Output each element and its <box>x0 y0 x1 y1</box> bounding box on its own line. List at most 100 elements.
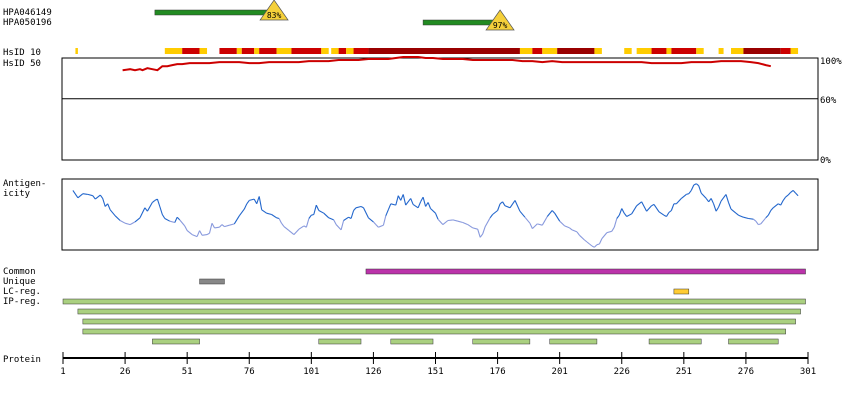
antigenicity-segment <box>477 229 481 238</box>
antigenicity-segment <box>179 219 186 227</box>
hsid10-segment <box>219 48 237 54</box>
antigenicity-segment <box>738 214 744 218</box>
antigenicity-segment <box>412 203 419 209</box>
antigenicity-segment <box>551 210 556 214</box>
x-tick-label: 301 <box>800 367 816 377</box>
unique-bar <box>199 278 225 285</box>
antigenicity-segment <box>772 203 779 209</box>
ip-region-bar <box>549 338 598 345</box>
antigenicity-segment <box>489 214 494 219</box>
hsid10-segment <box>542 48 558 54</box>
antigenicity-segment <box>156 198 161 207</box>
antigenicity-segment <box>164 218 171 222</box>
ip-region-bar <box>82 318 796 325</box>
antigenicity-segment <box>586 241 590 245</box>
antigenicity-segment <box>368 217 374 223</box>
antigenicity-segment <box>308 214 312 219</box>
x-tick-label: 1 <box>60 367 65 377</box>
hsid10-segment <box>696 48 704 54</box>
antigenicity-segment <box>755 220 759 225</box>
antigenicity-segment <box>780 200 784 206</box>
antigenicity-segment <box>313 204 317 215</box>
antigenicity-segment <box>735 212 739 216</box>
antigenicity-segment <box>161 214 166 219</box>
antigenicity-segment <box>152 199 156 203</box>
identity-triangle <box>485 9 515 31</box>
antigenicity-segment <box>169 220 175 224</box>
x-tick-label: 176 <box>489 367 505 377</box>
antibody-label: HPA046149 <box>3 8 52 18</box>
hsid-label: HsID 10 <box>3 48 41 58</box>
antigenicity-segment <box>124 222 131 226</box>
antigenicity-segment <box>233 215 240 225</box>
identity-triangle <box>259 0 289 21</box>
antigenicity-segment <box>129 221 136 226</box>
y-axis-label: 100% <box>820 57 842 67</box>
hsid10-segment <box>368 48 520 54</box>
antigenicity-segment <box>509 200 516 209</box>
antigenicity-segment <box>311 213 314 216</box>
antigenicity-segment <box>430 208 436 214</box>
antigenicity-segment <box>315 204 320 211</box>
antigenicity-segment <box>249 198 255 201</box>
antigenicity-segment <box>293 228 300 235</box>
antigenicity-segment <box>601 232 608 239</box>
antigenicity-segment <box>743 216 749 220</box>
hsid10-segment <box>164 48 183 54</box>
antigenicity-segment <box>353 207 357 211</box>
x-tick-label: 101 <box>303 367 319 377</box>
antigenicity-segment <box>422 196 427 207</box>
antigenicity-segment <box>104 203 109 207</box>
antigenicity-segment <box>278 218 282 224</box>
antigenicity-segment <box>541 216 548 226</box>
antigenicity-segment <box>790 189 794 193</box>
ip-region-bar <box>152 338 200 345</box>
antigenicity-segment <box>715 206 720 212</box>
antigenicity-segment <box>305 218 310 228</box>
antibody-bar <box>154 9 275 16</box>
hsid10-segment <box>718 48 724 54</box>
antigenicity-segment <box>457 220 463 224</box>
hsid10-segment <box>594 48 602 54</box>
ip-region-bar <box>390 338 434 345</box>
antigenicity-segment <box>598 238 603 245</box>
antigenicity-segment <box>109 209 116 217</box>
hsid10-segment <box>331 48 339 54</box>
antigenicity-segment <box>318 210 325 214</box>
antigenicity-segment <box>472 227 478 230</box>
antigenicity-segment <box>191 234 198 238</box>
antigenicity-segment <box>214 226 220 229</box>
antigenicity-segment <box>92 195 96 200</box>
antigenicity-segment <box>666 212 670 217</box>
antigenicity-segment <box>417 201 422 209</box>
hsid10-segment <box>519 48 533 54</box>
antigenicity-segment <box>246 200 250 205</box>
antigenicity-segment <box>372 221 377 225</box>
antigenicity-segment <box>646 205 652 212</box>
antigenicity-segment <box>99 194 104 199</box>
antigenicity-segment <box>591 245 595 248</box>
antigenicity-segment <box>82 193 88 195</box>
antigenicity-segment <box>442 220 449 226</box>
antigenicity-segment <box>382 215 387 226</box>
hsid10-segment <box>182 48 200 54</box>
antigenicity-segment <box>681 193 687 199</box>
antigenicity-segment <box>224 224 230 228</box>
antigenicity-segment <box>479 233 484 238</box>
antigenicity-segment <box>427 202 432 209</box>
antigenicity-segment <box>727 202 732 210</box>
ip-region-bar <box>728 338 779 345</box>
hsid-frame <box>61 57 819 161</box>
antigenicity-segment <box>202 234 208 236</box>
x-tick-label: 126 <box>365 367 381 377</box>
antigenicity-segment <box>787 192 792 196</box>
antigenicity-segment <box>686 193 689 195</box>
antigenicity-label: icity <box>3 189 31 199</box>
antigenicity-panel: Antigen-icity <box>3 178 819 251</box>
identity-label: 97% <box>493 21 508 30</box>
x-tick-label: 51 <box>182 367 193 377</box>
antibody-tracks: HPA046149 83% HPA050196 97% <box>3 0 515 31</box>
